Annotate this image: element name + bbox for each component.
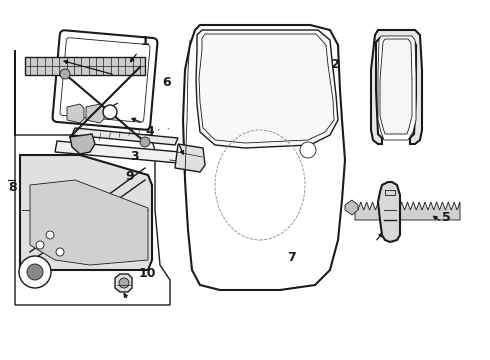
Polygon shape <box>196 30 338 148</box>
Text: 1: 1 <box>140 35 149 48</box>
Circle shape <box>300 142 316 158</box>
Bar <box>25 57 145 75</box>
Text: 3: 3 <box>130 150 139 163</box>
Text: 8: 8 <box>8 181 17 194</box>
Polygon shape <box>86 104 104 123</box>
Circle shape <box>27 264 43 280</box>
Polygon shape <box>115 274 132 292</box>
Polygon shape <box>378 182 400 242</box>
Circle shape <box>103 105 117 119</box>
Polygon shape <box>345 200 358 215</box>
Text: 7: 7 <box>287 251 296 264</box>
Circle shape <box>119 278 129 288</box>
Circle shape <box>19 256 51 288</box>
Text: 10: 10 <box>138 267 156 280</box>
Text: 5: 5 <box>441 211 450 224</box>
Polygon shape <box>70 134 95 154</box>
Polygon shape <box>371 30 422 144</box>
Polygon shape <box>20 155 152 270</box>
FancyBboxPatch shape <box>60 38 150 122</box>
Text: 6: 6 <box>162 76 171 89</box>
Polygon shape <box>175 144 205 172</box>
Polygon shape <box>15 50 170 305</box>
Polygon shape <box>380 39 412 134</box>
FancyBboxPatch shape <box>52 30 157 130</box>
Circle shape <box>46 231 54 239</box>
Circle shape <box>36 241 44 249</box>
Circle shape <box>140 137 150 147</box>
Polygon shape <box>55 141 180 163</box>
Text: 4: 4 <box>145 125 154 138</box>
Polygon shape <box>72 128 178 145</box>
Polygon shape <box>183 25 345 290</box>
Polygon shape <box>67 104 84 123</box>
Circle shape <box>56 248 64 256</box>
Polygon shape <box>30 180 148 265</box>
Polygon shape <box>355 202 460 220</box>
Text: 9: 9 <box>125 170 134 183</box>
Polygon shape <box>378 36 416 140</box>
Text: 2: 2 <box>331 58 340 71</box>
Circle shape <box>60 69 70 79</box>
